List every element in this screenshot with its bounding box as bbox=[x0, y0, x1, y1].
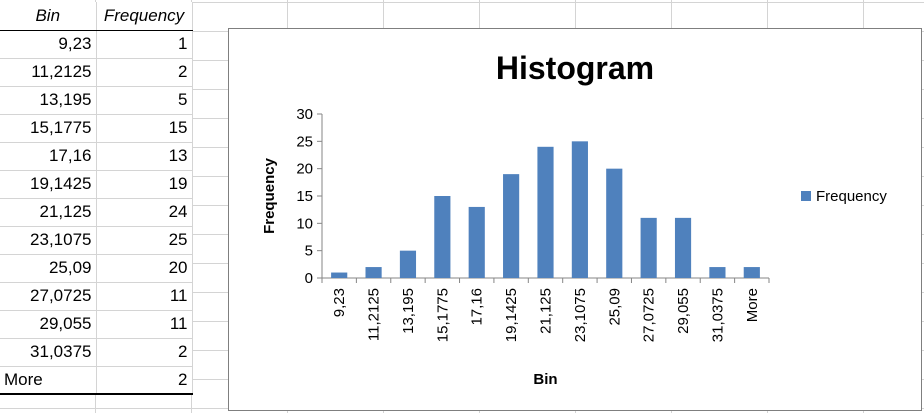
cell-bin[interactable]: 23,1075 bbox=[0, 226, 97, 255]
header-bin[interactable]: Bin bbox=[0, 2, 97, 31]
x-tick-label: 31,0375 bbox=[709, 288, 726, 342]
bar bbox=[434, 196, 451, 278]
cell-bin[interactable]: 29,055 bbox=[0, 310, 97, 339]
table-row: 21,125 24 bbox=[0, 198, 193, 227]
x-axis-title[interactable]: Bin bbox=[533, 371, 557, 388]
bar bbox=[331, 272, 348, 278]
cell-frequency[interactable]: 15 bbox=[96, 114, 193, 143]
cell-bin[interactable]: 11,2125 bbox=[0, 58, 97, 87]
bar bbox=[674, 217, 692, 278]
cell-frequency[interactable]: 24 bbox=[96, 198, 193, 227]
cell-frequency[interactable]: 11 bbox=[96, 310, 193, 339]
y-tick-label: 20 bbox=[296, 161, 313, 178]
x-tick-label: 25,09 bbox=[606, 288, 623, 326]
y-tick-label: 0 bbox=[305, 270, 313, 287]
x-tick-label: 15,1775 bbox=[434, 288, 451, 342]
cell-bin[interactable]: 21,125 bbox=[0, 198, 97, 227]
table-row: 13,195 5 bbox=[0, 86, 193, 115]
chart-canvas: Histogram Frequency Bin 0 5 10 15 20 25 30 9,23… bbox=[261, 50, 887, 388]
x-tick-label: 13,195 bbox=[400, 288, 417, 334]
table-row: 31,0375 2 bbox=[0, 338, 193, 367]
histogram-chart[interactable]: Histogram Frequency Bin 0 5 10 15 20 25 30 9,23… bbox=[228, 28, 922, 411]
legend-label: Frequency bbox=[816, 188, 887, 205]
cell-frequency[interactable]: 2 bbox=[96, 338, 193, 367]
x-tick-label: More bbox=[744, 288, 761, 322]
bar bbox=[709, 267, 726, 278]
bar bbox=[571, 141, 588, 278]
cell-bin[interactable]: 19,1425 bbox=[0, 170, 97, 199]
y-tick-label: 5 bbox=[305, 243, 313, 260]
cell-frequency[interactable]: 20 bbox=[96, 254, 193, 283]
x-tick-label: 9,23 bbox=[331, 288, 348, 317]
legend-swatch bbox=[801, 191, 811, 201]
cell-bin[interactable]: 25,09 bbox=[0, 254, 97, 283]
bar bbox=[468, 206, 485, 278]
y-tick-label: 25 bbox=[296, 133, 313, 150]
x-tick-label: 21,125 bbox=[538, 288, 555, 334]
header-frequency[interactable]: Frequency bbox=[96, 2, 193, 31]
x-tick-label: 27,0725 bbox=[641, 288, 658, 342]
table-row: 9,23 1 bbox=[0, 30, 193, 59]
x-tick-label: 17,16 bbox=[469, 288, 486, 326]
table-row: 27,0725 11 bbox=[0, 282, 193, 311]
x-tick-label: 11,2125 bbox=[366, 288, 383, 341]
cell-bin[interactable]: 15,1775 bbox=[0, 114, 97, 143]
table-row: 11,2125 2 bbox=[0, 58, 193, 87]
x-tick-label: 23,1075 bbox=[572, 288, 589, 342]
cell-frequency[interactable]: 5 bbox=[96, 86, 193, 115]
table-header-row: Bin Frequency bbox=[0, 2, 193, 31]
bar bbox=[537, 146, 554, 278]
y-tick-label: 30 bbox=[296, 106, 313, 123]
bar bbox=[399, 250, 417, 278]
y-axis-title[interactable]: Frequency bbox=[261, 157, 278, 234]
y-tick-label: 15 bbox=[296, 188, 313, 205]
cell-frequency[interactable]: 11 bbox=[96, 282, 193, 311]
cell-bin[interactable]: More bbox=[0, 366, 97, 395]
cell-bin[interactable]: 31,0375 bbox=[0, 338, 97, 367]
cell-bin[interactable]: 13,195 bbox=[0, 86, 97, 115]
bar bbox=[503, 174, 520, 278]
chart-legend[interactable]: Frequency bbox=[801, 188, 887, 205]
cell-frequency[interactable]: 19 bbox=[96, 170, 193, 199]
bar bbox=[743, 267, 760, 278]
cell-frequency[interactable]: 25 bbox=[96, 226, 193, 255]
plot-area[interactable]: 0 5 10 15 20 25 30 9,23 11,2125 13,195 15,1775 17,1… bbox=[296, 106, 770, 342]
x-tick-label: 19,1425 bbox=[503, 288, 520, 342]
cell-bin[interactable]: 17,16 bbox=[0, 142, 97, 171]
cell-frequency[interactable]: 2 bbox=[96, 366, 193, 395]
chart-title[interactable]: Histogram bbox=[496, 50, 654, 86]
x-tick-label: 29,055 bbox=[675, 288, 692, 334]
y-tick-label: 10 bbox=[296, 215, 313, 232]
bar bbox=[640, 217, 657, 278]
cell-bin[interactable]: 9,23 bbox=[0, 30, 97, 59]
cell-bin[interactable]: 27,0725 bbox=[0, 282, 97, 311]
bar bbox=[606, 168, 623, 278]
frequency-table: Bin Frequency 9,23 1 11,2125 2 13,195 5 … bbox=[0, 2, 193, 395]
table-row: 29,055 11 bbox=[0, 310, 193, 339]
cell-frequency[interactable]: 1 bbox=[96, 30, 193, 59]
bar bbox=[365, 267, 382, 278]
table-row: 23,1075 25 bbox=[0, 226, 193, 255]
table-row: 17,16 13 bbox=[0, 142, 193, 171]
table-row: 25,09 20 bbox=[0, 254, 193, 283]
table-row: More 2 bbox=[0, 366, 193, 395]
table-row: 19,1425 19 bbox=[0, 170, 193, 199]
table-row: 15,1775 15 bbox=[0, 114, 193, 143]
cell-frequency[interactable]: 2 bbox=[96, 58, 193, 87]
cell-frequency[interactable]: 13 bbox=[96, 142, 193, 171]
